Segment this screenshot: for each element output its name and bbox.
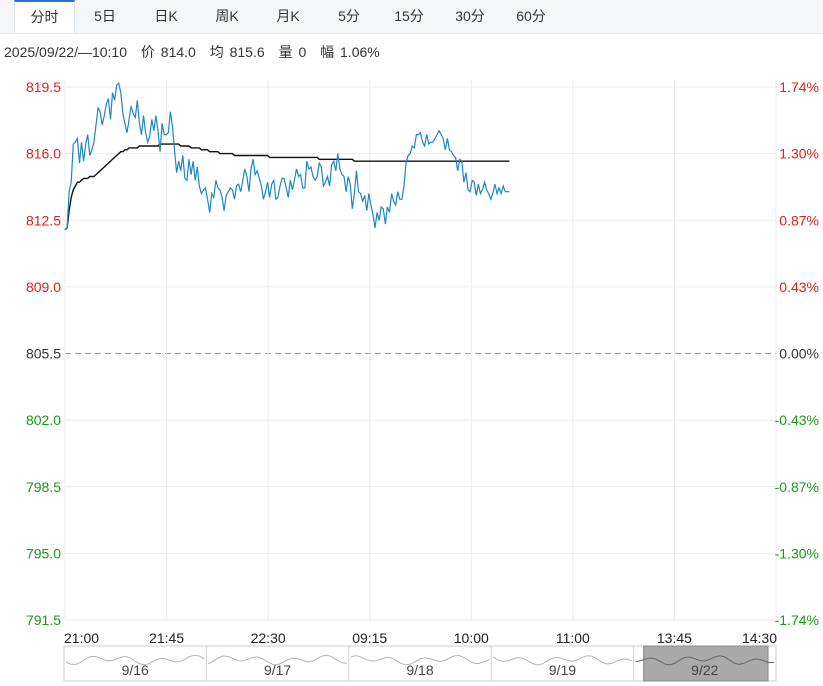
right-tick-label: -1.30% bbox=[775, 545, 819, 561]
right-tick-label: -0.87% bbox=[775, 479, 819, 495]
left-tick-label: 812.5 bbox=[26, 212, 61, 228]
amplitude-label: 幅 bbox=[320, 44, 335, 60]
tab-weekly-k[interactable]: 周K bbox=[215, 8, 239, 24]
time-tick-label: 11:00 bbox=[556, 630, 590, 646]
volume-label: 量 bbox=[278, 44, 293, 60]
time-tick-label: 22:30 bbox=[251, 630, 286, 646]
navigator-sparkline bbox=[65, 654, 205, 666]
navigator-sparkline bbox=[350, 655, 490, 666]
left-tick-label: 816.0 bbox=[26, 146, 61, 162]
right-tick-label: 1.74% bbox=[779, 79, 819, 95]
time-tick-label: 10:00 bbox=[454, 630, 489, 646]
right-tick-label: 0.87% bbox=[779, 212, 819, 228]
right-tick-label: 1.30% bbox=[779, 146, 819, 162]
tab-30-min[interactable]: 30分 bbox=[455, 8, 485, 24]
time-axis: 21:00 21:45 22:30 09:15 10:00 11:00 13:45 14:30 bbox=[64, 630, 777, 646]
right-tick-label: 0.43% bbox=[779, 279, 819, 295]
navigator-day-label: 9/19 bbox=[549, 662, 576, 678]
tab-15-min[interactable]: 15分 bbox=[394, 8, 424, 24]
right-tick-label: 0.00% bbox=[779, 346, 819, 362]
navigator-day-label: 9/22 bbox=[691, 662, 718, 678]
left-tick-label: 791.5 bbox=[26, 612, 61, 628]
time-tick-label: 09:15 bbox=[352, 630, 387, 646]
left-tick-label: 795.0 bbox=[26, 545, 61, 561]
quote-datetime: 2025/09/22/—10:10 bbox=[4, 44, 127, 60]
navigator-sparkline bbox=[492, 655, 632, 666]
navigator-day-label: 9/18 bbox=[406, 662, 433, 678]
left-tick-label: 805.5 bbox=[26, 346, 61, 362]
tab-60-min[interactable]: 60分 bbox=[516, 8, 546, 24]
date-range-navigator[interactable]: 9/16 9/17 9/18 9/19 9/22 bbox=[63, 645, 777, 682]
left-tick-label: 802.0 bbox=[26, 412, 61, 428]
volume-value: 0 bbox=[298, 44, 307, 60]
tab-daily-k[interactable]: 日K bbox=[154, 8, 178, 24]
quote-info-bar: 2025/09/22/—10:10 价 814.0 均 815.6 量 0 幅 … bbox=[4, 42, 382, 62]
time-tick-label: 14:30 bbox=[742, 630, 777, 646]
price-value: 814.0 bbox=[160, 44, 196, 60]
tab-5-min[interactable]: 5分 bbox=[338, 8, 360, 24]
navigator-sparkline bbox=[208, 654, 347, 666]
tab-intraday[interactable]: 分时 bbox=[14, 0, 75, 33]
period-tab-bar: 分时 5日 日K 周K 月K 5分 15分 30分 60分 bbox=[0, 0, 823, 34]
avg-value: 815.6 bbox=[229, 44, 265, 60]
navigator-day-label: 9/16 bbox=[122, 662, 149, 678]
time-tick-label: 21:00 bbox=[64, 630, 99, 646]
navigator-day-label: 9/17 bbox=[264, 662, 291, 678]
grid-lines bbox=[64, 80, 777, 621]
average-price-line bbox=[64, 143, 510, 231]
right-tick-label: -1.74% bbox=[775, 612, 819, 628]
right-percent-axis: 1.74% 1.30% 0.87% 0.43% 0.00% -0.43% -0.87% -1.… bbox=[775, 79, 819, 628]
avg-label: 均 bbox=[209, 44, 224, 60]
price-line bbox=[64, 82, 510, 231]
left-tick-label: 798.5 bbox=[26, 479, 61, 495]
tab-5-day[interactable]: 5日 bbox=[94, 8, 116, 24]
left-price-axis: 819.5 816.0 812.5 809.0 805.5 802.0 798.5 795.0… bbox=[26, 79, 61, 628]
tab-monthly-k[interactable]: 月K bbox=[276, 8, 300, 24]
time-tick-label: 21:45 bbox=[149, 630, 184, 646]
left-tick-label: 809.0 bbox=[26, 279, 61, 295]
left-tick-label: 819.5 bbox=[26, 79, 61, 95]
price-label: 价 bbox=[140, 44, 155, 60]
right-tick-label: -0.43% bbox=[775, 412, 819, 428]
amplitude-value: 1.06% bbox=[340, 44, 380, 60]
navigator-sparkline bbox=[635, 655, 775, 666]
time-tick-label: 13:45 bbox=[657, 630, 692, 646]
